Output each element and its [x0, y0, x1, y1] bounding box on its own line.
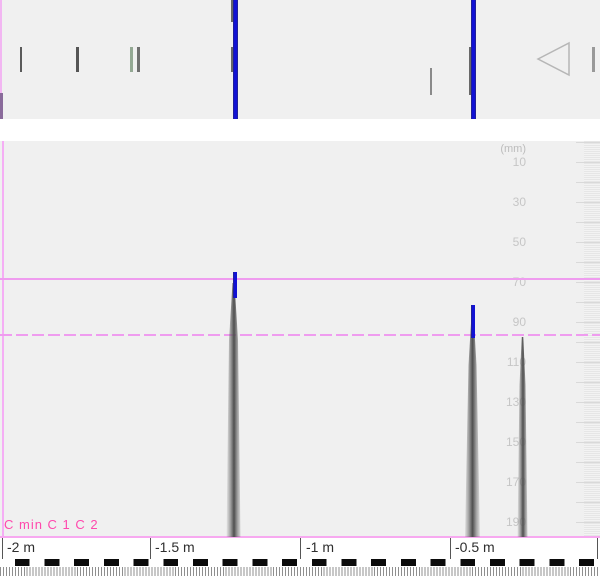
axis-top-line [0, 536, 600, 538]
mm-ruler-label: 90 [512, 315, 526, 329]
depth-spike-blue-tip [470, 305, 475, 338]
mm-ruler-major-tick [576, 162, 600, 163]
mm-ruler-major-tick [576, 322, 600, 323]
mm-ruler-major-tick [576, 242, 600, 243]
mm-ruler-major-tick [576, 482, 600, 483]
distance-axis-tick [597, 538, 598, 559]
mm-ruler-major-tick [576, 342, 600, 343]
separator-band [0, 119, 600, 141]
mm-ruler-major-tick [576, 382, 600, 383]
mm-ruler-major-tick [576, 222, 600, 223]
event-flank-mark [230, 47, 233, 72]
distance-axis-label: -1.5 m [155, 539, 195, 555]
event-flank-mark [468, 47, 471, 95]
mm-ruler-major-tick [576, 362, 600, 363]
mm-ruler-minor-ticks [584, 141, 600, 537]
depth-spike-blue-tip [232, 272, 237, 298]
mm-ruler-major-tick [576, 182, 600, 183]
prev-arrow-icon[interactable] [536, 41, 572, 77]
edge-marker-purple [0, 93, 3, 119]
mm-ruler-major-tick [576, 462, 600, 463]
distance-axis-tick [150, 538, 151, 559]
threshold-solid [0, 278, 600, 280]
mm-ruler-label: 30 [512, 195, 526, 209]
mm-ruler-label: 10 [512, 155, 526, 169]
distance-axis-tick [450, 538, 451, 559]
mm-ruler-major-tick [576, 442, 600, 443]
distance-axis-tick [300, 538, 301, 559]
tick-marker [19, 47, 22, 72]
mm-ruler-major-tick [576, 422, 600, 423]
depth-spike [517, 337, 528, 537]
mm-ruler-major-tick [576, 402, 600, 403]
mm-ruler-major-tick [576, 522, 600, 523]
mm-ruler-major-tick [576, 202, 600, 203]
tick-marker [592, 47, 595, 72]
event-line-blue [471, 0, 476, 119]
mm-ruler-major-tick [576, 302, 600, 303]
depth-spike [465, 315, 480, 537]
event-line-blue [232, 0, 238, 119]
depth-profile-plot [0, 141, 600, 537]
threshold-legend: C min C 1 C 2 [4, 517, 99, 532]
event-flank-mark [230, 0, 233, 22]
tick-marker [137, 47, 140, 72]
event-strip [0, 0, 600, 119]
tick-marker [430, 68, 432, 95]
mm-ruler-major-tick [576, 282, 600, 283]
threshold-dashed [0, 334, 600, 336]
scale-bar-cm-ticks [0, 567, 600, 576]
depth-spike [226, 283, 241, 537]
distance-axis-tick [2, 538, 3, 559]
mm-unit-label: (mm) [500, 143, 526, 155]
mm-ruler-major-tick [576, 502, 600, 503]
tick-marker [76, 47, 79, 72]
left-edge-line [2, 141, 4, 537]
distance-axis-label: -1 m [306, 539, 334, 555]
distance-axis-label: -2 m [7, 539, 35, 555]
edge-marker-pink [0, 0, 2, 95]
mm-ruler-label: 50 [512, 235, 526, 249]
mm-ruler-major-tick [576, 142, 600, 143]
tick-marker-green [130, 47, 133, 72]
scale-bar-blocks [0, 559, 600, 566]
distance-axis-label: -0.5 m [455, 539, 495, 555]
mm-ruler-major-tick [576, 262, 600, 263]
